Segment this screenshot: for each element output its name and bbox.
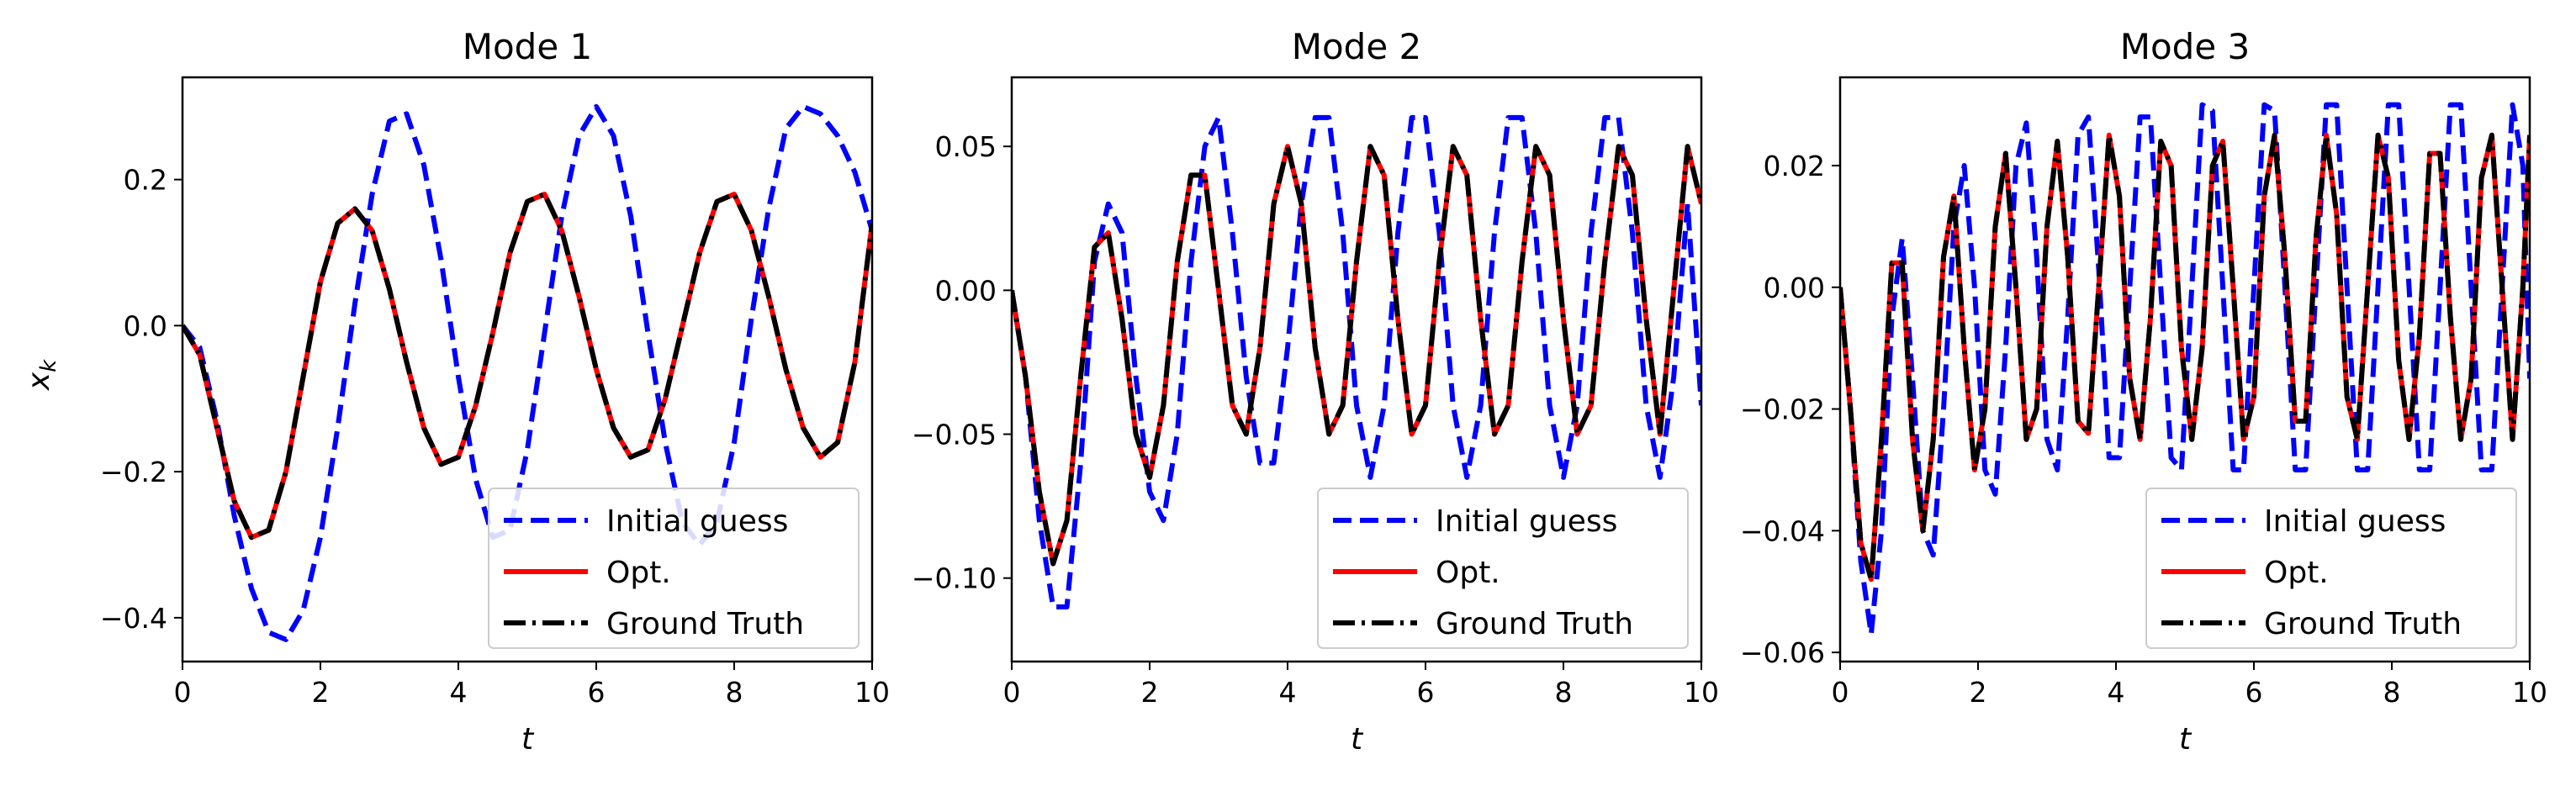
legend-label: Initial guess <box>1436 504 1617 539</box>
legend-label: Ground Truth <box>1436 607 1633 641</box>
legend: Initial guess Opt. Ground Truth <box>1317 488 1689 649</box>
series-line-ground-truth <box>1840 132 2530 583</box>
legend-label: Opt. <box>606 556 671 590</box>
x-tick-label: 8 <box>2383 676 2401 709</box>
axes-frame <box>181 76 874 663</box>
x-tick-label: 10 <box>1684 676 1719 709</box>
legend-label: Opt. <box>1436 556 1500 590</box>
panel-3: Mode 3 0 2 4 6 8 10 −0.06 −0.04 −0.02 0.00 0.02 t Ini… <box>1740 26 2547 757</box>
series-line-ground-truth <box>182 192 872 541</box>
x-axis-label: t <box>2179 722 2193 757</box>
y-tick-label: 0.2 <box>124 164 167 197</box>
x-tick-label: 2 <box>312 676 330 709</box>
series-group <box>1840 102 2530 637</box>
legend-label: Opt. <box>2264 556 2329 590</box>
legend-label: Ground Truth <box>2264 607 2462 641</box>
panel-2: Mode 2 0 2 4 6 8 10 −0.10 −0.05 0.00 0.05 t Initial … <box>912 26 1719 757</box>
y-tick-label: 0.00 <box>1764 272 1825 304</box>
legend-box <box>488 488 860 649</box>
y-tick-label: −0.2 <box>100 456 167 488</box>
y-tick-label: −0.04 <box>1740 514 1825 547</box>
x-tick-label: 6 <box>2245 676 2263 709</box>
x-tick-label: 10 <box>854 676 890 709</box>
x-tick-label: 2 <box>1970 676 1987 709</box>
x-tick-label: 0 <box>1003 676 1021 709</box>
legend-label: Ground Truth <box>606 607 804 641</box>
x-tick-label: 6 <box>1417 676 1435 709</box>
panel-1: Mode 1 0 2 4 6 8 10 −0.4 −0.2 0.0 0.2 t Initial gues… <box>100 26 890 757</box>
x-tick-label: 4 <box>1279 676 1297 709</box>
legend: Initial guess Opt. Ground Truth <box>2145 488 2517 649</box>
y-tick-label: 0.02 <box>1764 150 1825 182</box>
y-tick-label: 0.00 <box>935 274 997 307</box>
y-axis-label-subscript: k <box>36 359 61 372</box>
legend-box <box>1317 488 1689 649</box>
panel-title: Mode 1 <box>463 26 593 67</box>
y-tick-label: −0.10 <box>912 562 997 595</box>
series-line-ground-truth <box>1012 144 1701 567</box>
x-tick-label: 8 <box>1555 676 1573 709</box>
panel-title: Mode 2 <box>1292 26 1422 67</box>
y-tick-label: −0.4 <box>100 602 167 635</box>
y-tick-label: −0.05 <box>912 419 997 451</box>
x-tick-label: 0 <box>174 676 192 709</box>
x-tick-label: 10 <box>2512 676 2547 709</box>
legend-label: Initial guess <box>2264 504 2446 539</box>
x-axis-label: t <box>1351 722 1364 757</box>
y-axis-label: xk <box>22 359 61 391</box>
series-group <box>1012 114 1701 609</box>
legend-label: Initial guess <box>606 504 788 539</box>
x-tick-label: 6 <box>588 676 606 709</box>
x-tick-label: 0 <box>1832 676 1849 709</box>
y-tick-label: 0.0 <box>124 309 167 342</box>
series-line-initial-guess <box>1012 114 1701 609</box>
x-axis-label: t <box>521 722 535 757</box>
x-tick-label: 2 <box>1141 676 1159 709</box>
y-tick-label: −0.06 <box>1740 636 1825 669</box>
panel-title: Mode 3 <box>2120 26 2251 67</box>
axes-frame <box>1010 76 1703 663</box>
series-group <box>182 103 872 642</box>
y-tick-label: −0.02 <box>1740 393 1825 426</box>
legend-box <box>2145 488 2517 649</box>
x-tick-label: 4 <box>450 676 468 709</box>
x-tick-label: 4 <box>2108 676 2125 709</box>
legend: Initial guess Opt. Ground Truth <box>488 488 860 649</box>
x-tick-label: 8 <box>726 676 743 709</box>
axes-frame <box>1838 76 2531 663</box>
series-line-initial-guess <box>182 103 872 642</box>
y-tick-label: 0.05 <box>935 130 997 163</box>
